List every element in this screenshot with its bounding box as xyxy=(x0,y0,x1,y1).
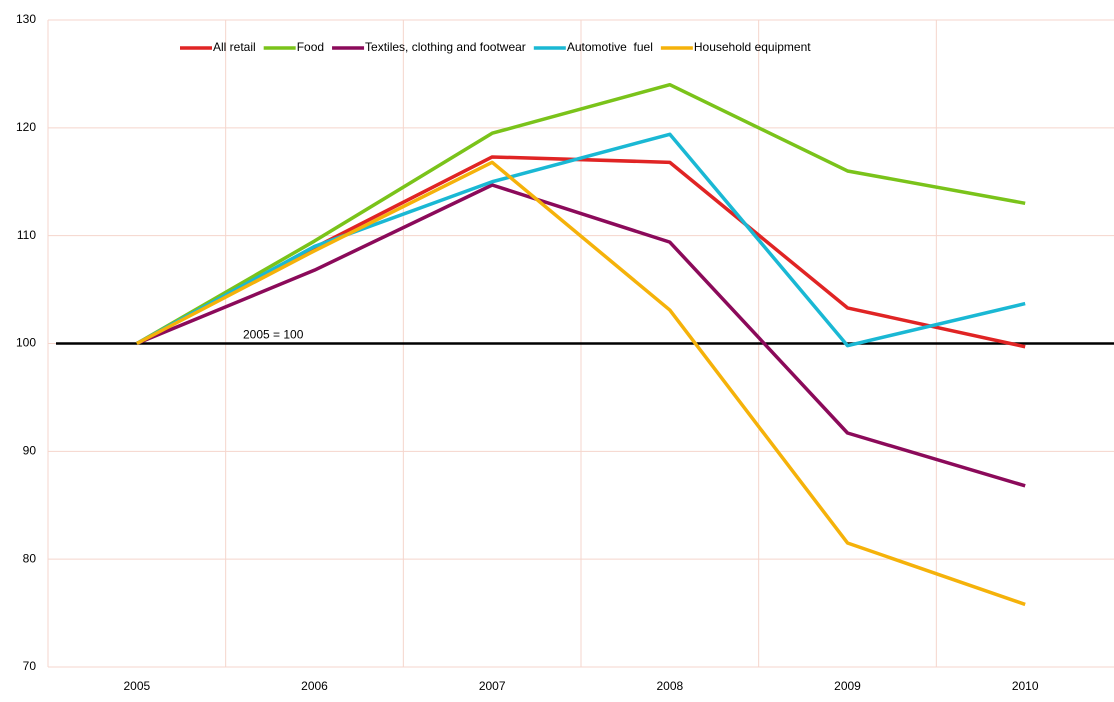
series-line xyxy=(135,82,1026,346)
y-tick-label: 130 xyxy=(16,12,36,26)
y-tick-label: 100 xyxy=(16,336,36,350)
x-tick-label: 2005 xyxy=(123,679,150,693)
legend-label: Food xyxy=(297,40,324,54)
x-tick-label: 2009 xyxy=(834,679,861,693)
y-tick-label: 70 xyxy=(23,659,37,673)
x-tick-label: 2008 xyxy=(656,679,683,693)
x-tick-label: 2010 xyxy=(1012,679,1039,693)
legend-label: All retail xyxy=(213,40,256,54)
reference-label: 2005 = 100 xyxy=(243,328,304,342)
legend-label: Automotive fuel xyxy=(567,40,653,54)
y-tick-label: 110 xyxy=(17,228,36,242)
series-line xyxy=(136,160,1026,607)
x-tick-label: 2007 xyxy=(479,679,506,693)
y-tick-label: 90 xyxy=(23,444,37,458)
y-tick-label: 80 xyxy=(23,551,37,565)
y-tick-label: 120 xyxy=(16,120,36,134)
legend-label: Textiles, clothing and footwear xyxy=(365,40,526,54)
legend-label: Household equipment xyxy=(694,40,811,54)
series-line xyxy=(136,183,1026,488)
x-tick-label: 2006 xyxy=(301,679,328,693)
series-line xyxy=(135,132,1026,348)
